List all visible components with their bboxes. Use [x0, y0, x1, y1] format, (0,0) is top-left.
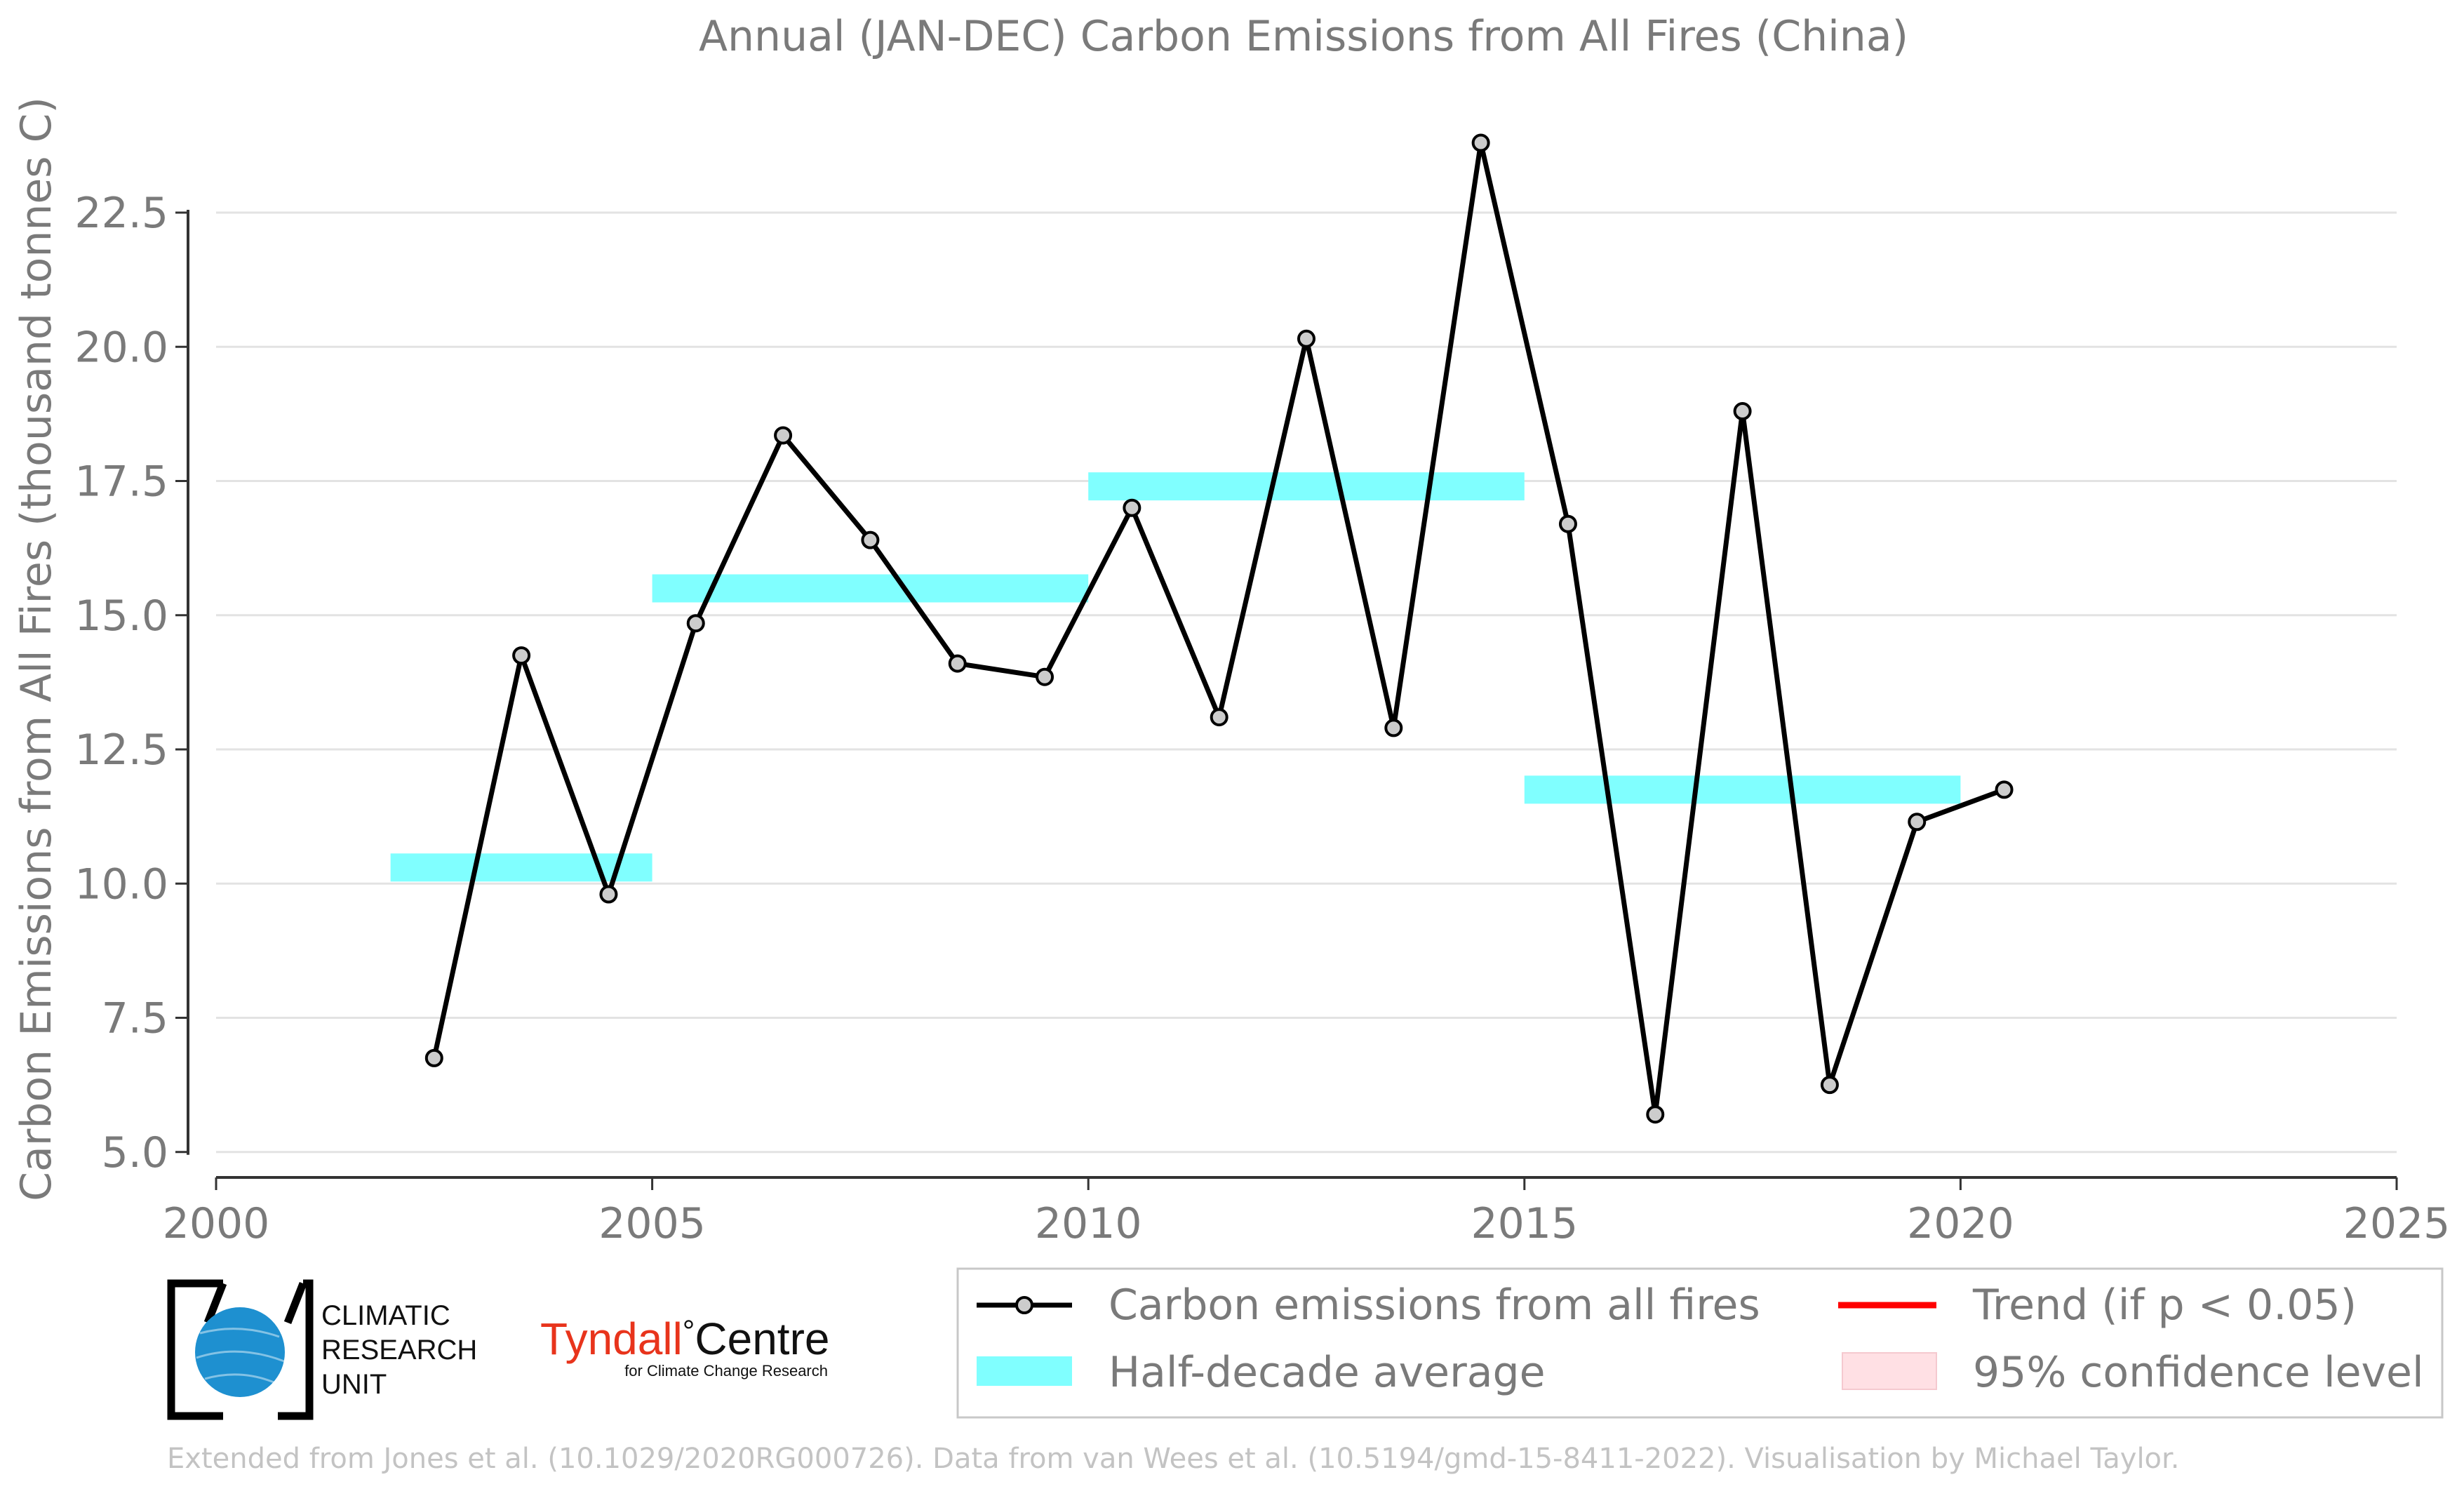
half-decade-bar	[1088, 472, 1525, 501]
series-markers	[424, 133, 2014, 1124]
y-tick-label: 7.5	[102, 994, 168, 1043]
cru-text-line-3: UNIT	[321, 1369, 387, 1400]
half-decade-bar	[390, 853, 652, 882]
legend-series-label: Carbon emissions from all fires	[1109, 1281, 1760, 1330]
data-point	[1297, 329, 1315, 348]
legend-half-label: Half-decade average	[1109, 1348, 1546, 1397]
y-tick-label: 22.5	[74, 189, 168, 238]
data-point	[686, 614, 705, 633]
y-tick-label: 10.0	[74, 860, 168, 909]
data-point	[424, 1048, 443, 1067]
x-tick-label: 2025	[2343, 1199, 2451, 1248]
x-tick-label: 2015	[1471, 1199, 1578, 1248]
data-point	[774, 426, 793, 445]
data-point	[1908, 813, 1927, 832]
cru-text-line-2: RESEARCH	[321, 1335, 477, 1365]
x-tick-label: 2005	[598, 1199, 706, 1248]
series-line	[431, 140, 2005, 1117]
y-tick-labels: 5.0 7.5 10.0 12.5 15.0 17.5 20.0 22.5	[74, 189, 168, 1177]
cru-logo: CLIMATIC RESEARCH UNIT	[167, 1279, 477, 1420]
axes	[175, 210, 2398, 1190]
data-point	[1733, 402, 1752, 421]
data-point	[1820, 1076, 1839, 1095]
legend-series-marker	[1015, 1296, 1033, 1314]
legend-ci-label: 95% confidence level	[1973, 1348, 2424, 1397]
data-point	[512, 646, 531, 665]
data-point	[1384, 719, 1403, 737]
half-decade-bar	[1524, 775, 1961, 804]
data-point	[1995, 780, 2014, 799]
data-point	[1123, 498, 1141, 517]
data-point	[1558, 514, 1577, 533]
footer-credit: Extended from Jones et al. (10.1029/2020…	[167, 1443, 2180, 1475]
y-tick-label: 12.5	[74, 726, 168, 775]
data-point	[1646, 1105, 1665, 1124]
tyndall-centre: Centre	[695, 1314, 829, 1364]
legend-half-swatch	[977, 1356, 1072, 1386]
x-tick-label: 2000	[163, 1199, 270, 1248]
x-tick-labels: 2000 2005 2010 2015 2020 2025	[163, 1199, 2451, 1248]
legend-frame	[956, 1267, 2444, 1419]
globe-icon	[195, 1307, 285, 1397]
gridlines	[216, 211, 2397, 1154]
x-tick-label: 2020	[1907, 1199, 2014, 1248]
half-decade-averages	[390, 472, 1961, 882]
legend-ci-swatch	[1842, 1352, 1937, 1390]
y-tick-label: 5.0	[102, 1128, 168, 1177]
y-axis-label: Carbon Emissions from All Fires (thousan…	[12, 97, 61, 1201]
data-point	[1036, 667, 1054, 686]
legend-trend-label: Trend (if p < 0.05)	[1972, 1281, 2357, 1330]
y-tick-label: 15.0	[74, 592, 168, 641]
data-point	[861, 530, 880, 549]
cru-bracket-icon	[167, 1279, 314, 1420]
series-line-path	[431, 140, 2005, 1117]
data-point	[1471, 133, 1490, 152]
tyndall-logo: Tyndall°Centre for Climate Change Resear…	[540, 1314, 829, 1380]
data-point	[599, 885, 618, 904]
x-tick-label: 2010	[1035, 1199, 1142, 1248]
cru-text-line-1: CLIMATIC	[321, 1300, 450, 1331]
globe-lines	[196, 1328, 285, 1385]
data-point	[1210, 708, 1228, 727]
y-tick-label: 20.0	[74, 323, 168, 372]
tyndall-subtitle: for Climate Change Research	[624, 1362, 828, 1380]
chart-title: Annual (JAN-DEC) Carbon Emissions from A…	[699, 12, 1908, 61]
legend: Carbon emissions from all fires Trend (i…	[956, 1267, 2444, 1419]
tyndall-title: Tyndall°Centre	[540, 1314, 829, 1364]
tyndall-degree: °	[683, 1314, 695, 1349]
y-tick-label: 17.5	[74, 458, 168, 507]
tyndall-name: Tyndall	[540, 1314, 683, 1364]
data-point	[948, 654, 967, 673]
half-decade-bar	[652, 574, 1089, 603]
